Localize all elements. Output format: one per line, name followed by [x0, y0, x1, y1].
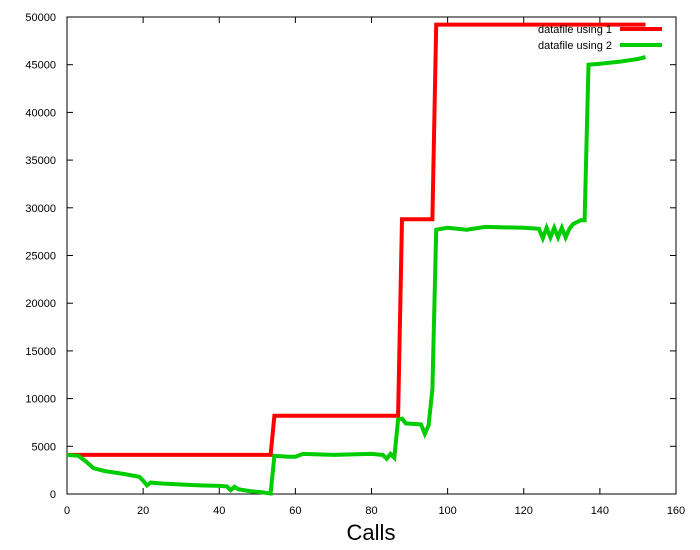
y-tick-label: 15000 [25, 346, 56, 358]
y-tick-label: 30000 [25, 203, 56, 215]
axis-ticks: 0 20 40 60 80 100 120 140 160 0 5000 10000 15000 2000… [25, 12, 685, 517]
y-tick-label: 35000 [25, 155, 56, 167]
series-layer [66, 22, 646, 496]
x-tick-label: 140 [591, 505, 609, 517]
y-tick-label: 50000 [25, 12, 56, 24]
plot-frame [66, 16, 677, 495]
legend-label-1: datafile using 1 [538, 24, 612, 36]
y-tick-label: 25000 [25, 251, 56, 263]
legend-label-2: datafile using 2 [538, 40, 612, 52]
x-axis-title: Calls [347, 520, 396, 545]
y-tick-label: 45000 [25, 60, 56, 72]
x-tick-label: 100 [438, 505, 456, 517]
x-tick-label: 120 [515, 505, 533, 517]
y-tick-label: 20000 [25, 298, 56, 310]
series-line-2 [66, 55, 646, 496]
x-tick-label: 80 [365, 505, 377, 517]
series-line-1 [67, 22, 646, 457]
x-tick-label: 40 [213, 505, 225, 517]
y-tick-label: 5000 [32, 441, 56, 453]
y-tick-label: 40000 [25, 107, 56, 119]
y-tick-label: 0 [50, 489, 56, 501]
x-tick-label: 160 [667, 505, 685, 517]
legend: datafile using 1 datafile using 2 [538, 24, 662, 52]
y-tick-label: 10000 [25, 394, 56, 406]
x-tick-label: 20 [137, 505, 149, 517]
x-tick-label: 0 [64, 505, 70, 517]
x-tick-label: 60 [289, 505, 301, 517]
